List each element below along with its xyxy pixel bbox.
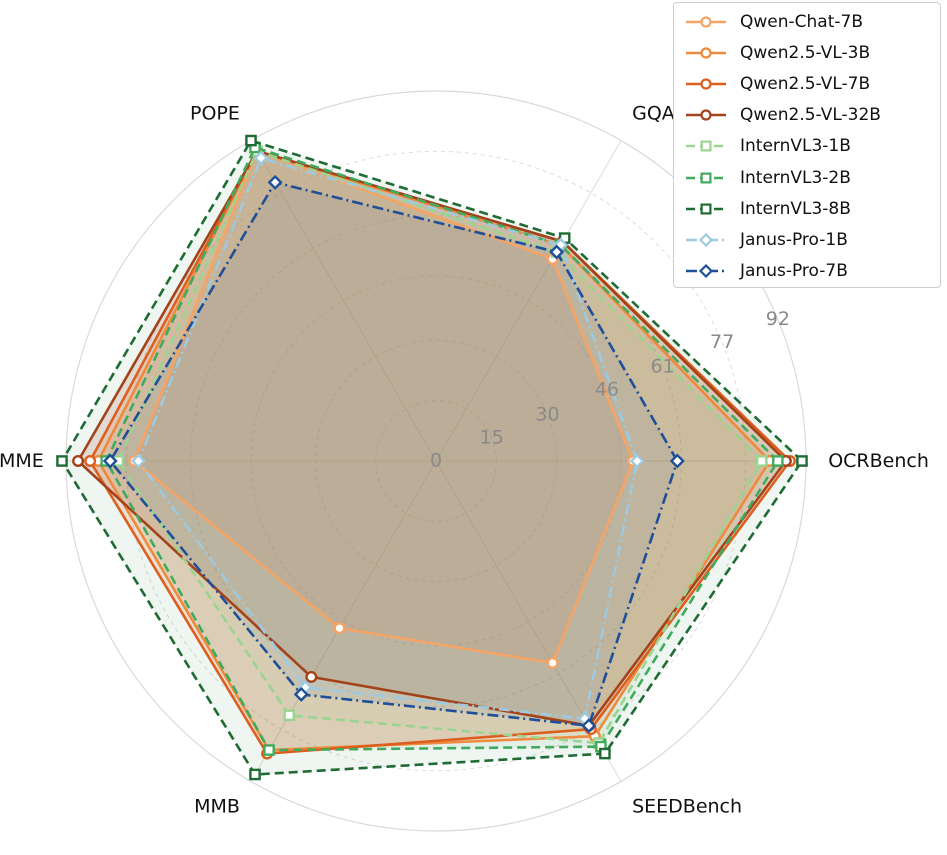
radial-tick-label: 0 xyxy=(430,450,442,472)
spoke-gqa xyxy=(435,140,622,462)
spoke-mmb xyxy=(250,460,437,782)
series-fill-qwen2-5-vl-3b xyxy=(98,151,770,751)
data-point xyxy=(130,453,146,469)
legend-swatch-icon xyxy=(686,172,726,184)
legend-item-qwen2-5-vl-7b: Qwen2.5-VL-7B xyxy=(684,68,930,99)
data-point xyxy=(84,455,97,468)
series-janus-pro-7b xyxy=(102,174,685,734)
legend-item-internvl3-2b: InternVL3-2B xyxy=(684,162,930,193)
legend-swatch-icon xyxy=(686,264,726,279)
data-point xyxy=(546,657,559,670)
legend-item-janus-pro-7b: Janus-Pro-7B xyxy=(684,256,930,287)
data-point xyxy=(253,150,269,166)
legend-swatch-icon xyxy=(686,15,726,28)
legend-item-qwen-chat-7b: Qwen-Chat-7B xyxy=(684,6,930,37)
data-point xyxy=(293,686,309,702)
series-fill-internvl3-1b xyxy=(118,151,762,744)
data-point xyxy=(56,455,68,467)
legend-label: InternVL3-1B xyxy=(740,136,851,157)
legend-swatch-icon xyxy=(686,140,726,152)
data-point xyxy=(305,670,318,683)
radial-tick-labels: 0 15 30 46 61 77 92 xyxy=(430,308,790,472)
radial-tick-label: 46 xyxy=(595,379,619,401)
legend-label: Qwen2.5-VL-32B xyxy=(740,105,881,126)
data-point xyxy=(599,747,611,760)
data-point xyxy=(755,455,768,467)
axis-label-mmb: MMB xyxy=(194,796,240,818)
series-fill-qwen-chat-7b xyxy=(134,151,634,663)
axis-label-mme: MME xyxy=(0,450,44,472)
series-lines xyxy=(56,134,808,781)
legend-label: Janus-Pro-7B xyxy=(740,261,848,282)
data-point xyxy=(249,768,261,781)
data-point xyxy=(102,453,118,469)
legend-label: Qwen2.5-VL-3B xyxy=(740,42,871,63)
data-point xyxy=(772,455,784,467)
data-point xyxy=(796,455,808,467)
legend-swatch-icon xyxy=(686,109,726,121)
radial-tick-label: 77 xyxy=(710,331,734,353)
legend-label: InternVL3-2B xyxy=(740,167,851,188)
data-point xyxy=(267,174,283,190)
axis-label-pope: POPE xyxy=(190,102,240,124)
radial-tick-label: 15 xyxy=(480,426,504,448)
legend-swatch-icon xyxy=(686,232,726,247)
legend-item-janus-pro-1b: Janus-Pro-1B xyxy=(684,224,930,255)
radial-tick-label: 61 xyxy=(651,356,675,378)
data-point xyxy=(669,453,685,469)
legend-item-qwen2-5-vl-32b: Qwen2.5-VL-32B xyxy=(684,100,930,131)
legend-swatch-icon xyxy=(686,47,726,59)
data-point xyxy=(245,134,257,147)
data-point xyxy=(72,455,85,468)
spoke-pope xyxy=(250,140,437,462)
series-internvl3-8b xyxy=(56,134,808,781)
legend-item-internvl3-8b: InternVL3-8B xyxy=(684,193,930,224)
data-point xyxy=(581,718,597,734)
data-point xyxy=(333,622,346,635)
series-fill-janus-pro-1b xyxy=(138,158,638,719)
radial-tick-label: 92 xyxy=(766,308,790,330)
series-fill-internvl3-2b xyxy=(106,147,778,751)
legend-label: Janus-Pro-1B xyxy=(740,229,848,250)
data-point xyxy=(283,709,296,722)
legend-swatch-icon xyxy=(686,78,726,90)
legend: Qwen-Chat-7B Qwen2.5-VL-3B Qwen2.5-VL-7B Qw… xyxy=(673,2,941,288)
legend-label: InternVL3-8B xyxy=(740,198,851,219)
data-point xyxy=(263,744,275,756)
axis-labels: OCRBench GQA POPE MME MMB SEEDBench xyxy=(0,102,929,817)
legend-label: Qwen-Chat-7B xyxy=(740,11,863,32)
axis-label-ocrbench: OCRBench xyxy=(828,450,929,472)
axis-label-gqa: GQA xyxy=(632,102,675,124)
axis-label-seedbench: SEEDBench xyxy=(632,796,742,818)
radial-tick-label: 30 xyxy=(535,403,559,425)
legend-item-internvl3-1b: InternVL3-1B xyxy=(684,131,930,162)
legend-swatch-icon xyxy=(686,203,726,215)
series-fill-janus-pro-7b xyxy=(110,182,678,726)
data-point xyxy=(549,244,565,260)
legend-label: Qwen2.5-VL-7B xyxy=(740,73,871,94)
data-point xyxy=(629,453,645,469)
legend-item-qwen2-5-vl-3b: Qwen2.5-VL-3B xyxy=(684,37,930,68)
